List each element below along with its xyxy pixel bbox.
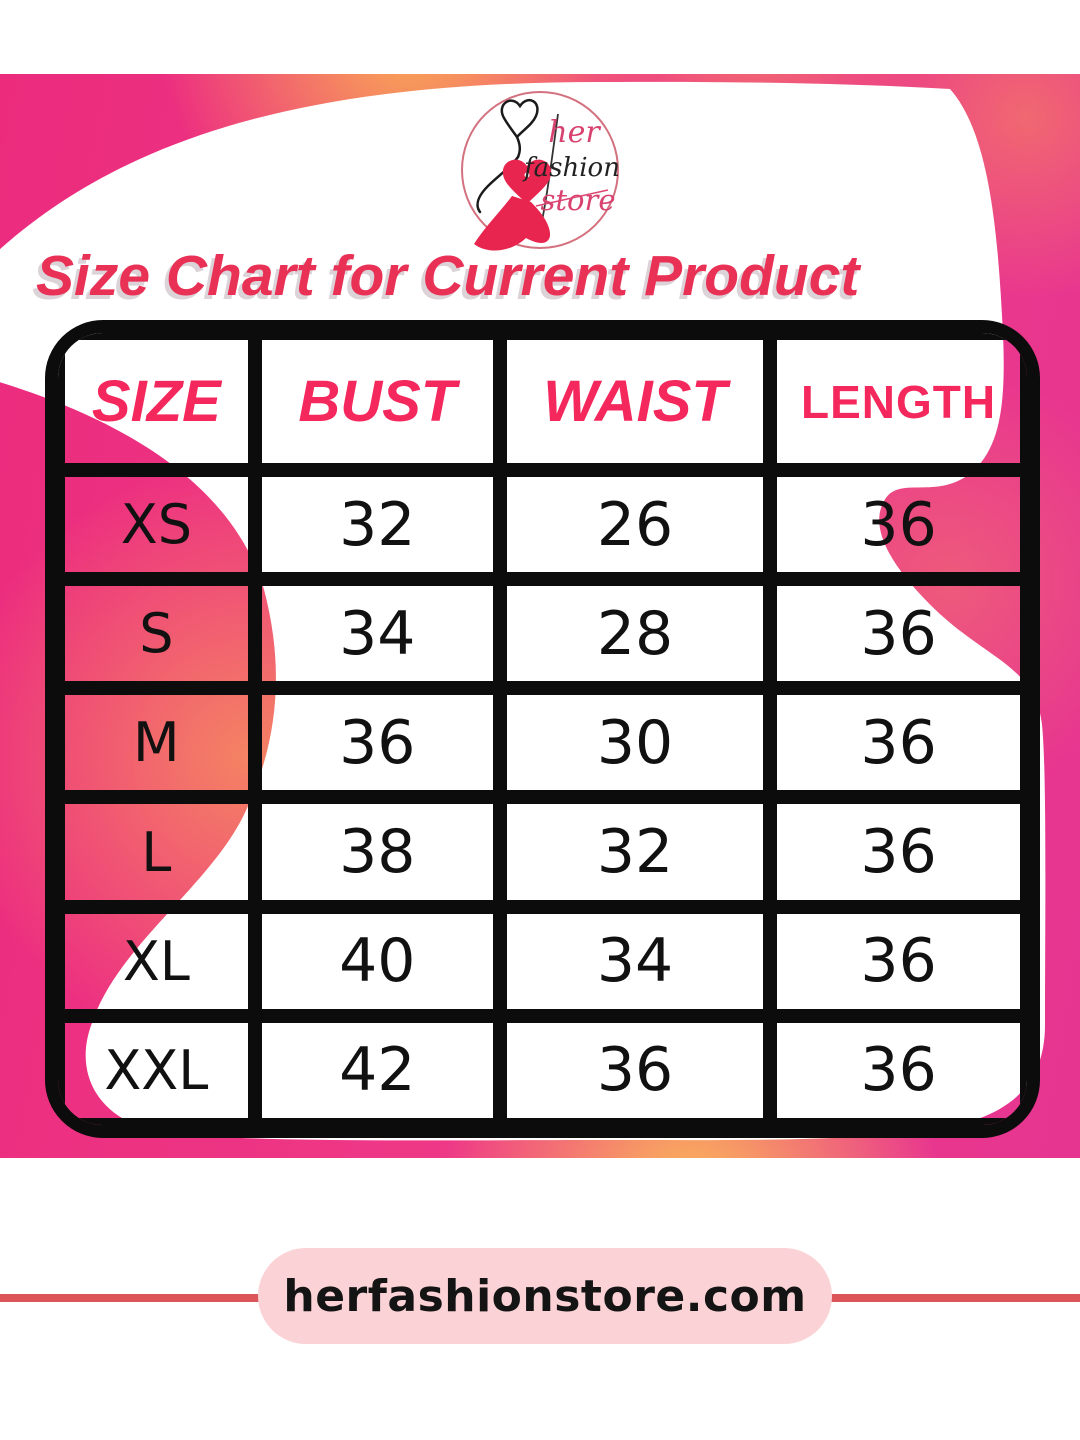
size-cell-xl: XL bbox=[58, 906, 255, 1016]
table-cell: 30 bbox=[499, 688, 771, 798]
size-cell-xxl: XXL bbox=[58, 1015, 255, 1125]
table-cell: 28 bbox=[499, 579, 771, 689]
size-cell-s: S bbox=[58, 579, 255, 689]
logo-dress bbox=[474, 159, 552, 251]
brand-logo: her fashion store bbox=[461, 91, 620, 251]
table-cell: 34 bbox=[499, 906, 771, 1016]
website-pill: herfashionstore.com bbox=[258, 1248, 832, 1344]
website-text: herfashionstore.com bbox=[283, 1270, 807, 1322]
column-header-length: LENGTH bbox=[770, 333, 1027, 470]
logo-word-store: store bbox=[540, 183, 615, 217]
column-header-size: SIZE bbox=[58, 333, 255, 470]
table-cell: 36 bbox=[770, 688, 1027, 798]
table-cell: 26 bbox=[499, 470, 771, 580]
table-cell: 40 bbox=[254, 906, 500, 1016]
logo-word-her: her bbox=[548, 115, 601, 150]
size-cell-m: M bbox=[58, 688, 255, 798]
table-cell: 36 bbox=[770, 797, 1027, 907]
table-cell: 36 bbox=[770, 470, 1027, 580]
table-cell: 32 bbox=[499, 797, 771, 907]
size-cell-l: L bbox=[58, 797, 255, 907]
table-cell: 32 bbox=[254, 470, 500, 580]
table-cell: 42 bbox=[254, 1015, 500, 1125]
table-cell: 36 bbox=[770, 1015, 1027, 1125]
table-cell: 36 bbox=[254, 688, 500, 798]
column-header-waist: WAIST bbox=[499, 333, 771, 470]
size-chart-table: SIZE BUST WAIST LENGTH XS 32 26 36 S 34 … bbox=[45, 320, 1040, 1138]
logo-underline bbox=[535, 189, 609, 207]
table-cell: 36 bbox=[499, 1015, 771, 1125]
page-title: Size Chart for Current Product bbox=[36, 244, 860, 308]
size-cell-xs: XS bbox=[58, 470, 255, 580]
column-header-bust: BUST bbox=[254, 333, 500, 470]
logo-word-fashion: fashion bbox=[522, 153, 620, 183]
table-cell: 36 bbox=[770, 906, 1027, 1016]
table-cell: 36 bbox=[770, 579, 1027, 689]
table-cell: 34 bbox=[254, 579, 500, 689]
table-cell: 38 bbox=[254, 797, 500, 907]
logo-dress-dot bbox=[524, 172, 530, 178]
